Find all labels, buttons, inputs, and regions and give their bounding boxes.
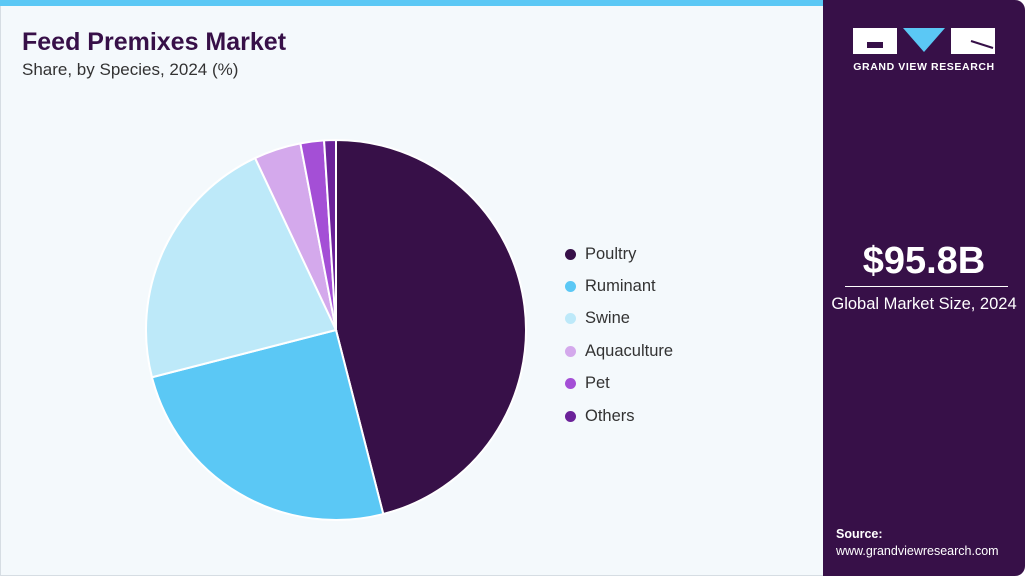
legend-swatch <box>565 378 576 390</box>
accent-bar <box>0 0 823 6</box>
legend-label: Ruminant <box>585 277 656 296</box>
legend-item-pet: Pet <box>565 368 673 400</box>
legend: Poultry Ruminant Swine Aquaculture Pet Others <box>565 238 673 432</box>
grand-view-research-logo <box>853 28 995 54</box>
logo-text: GRAND VIEW RESEARCH <box>853 61 995 73</box>
legend-item-poultry: Poultry <box>565 238 673 270</box>
legend-label: Poultry <box>585 244 637 263</box>
pie-slice-ruminant <box>150 328 385 521</box>
chart-subtitle: Share, by Species, 2024 (%) <box>22 60 239 79</box>
source: Source: www.grandviewresearch.com <box>836 526 999 560</box>
legend-item-aquaculture: Aquaculture <box>565 335 673 367</box>
market-size-value: $95.8B <box>862 240 986 282</box>
pie-slice-others <box>323 138 337 331</box>
pie-slice-swine <box>145 156 338 379</box>
pie-chart <box>145 138 527 521</box>
legend-label: Others <box>585 406 635 425</box>
legend-item-swine: Swine <box>565 303 673 335</box>
legend-swatch <box>565 345 576 357</box>
legend-swatch <box>565 248 576 260</box>
legend-swatch <box>565 281 576 293</box>
legend-swatch <box>565 313 576 325</box>
market-size-label: Global Market Size, 2024 <box>831 295 1017 313</box>
source-url[interactable]: www.grandviewresearch.com <box>836 544 999 558</box>
legend-item-ruminant: Ruminant <box>565 270 673 302</box>
chart-title: Feed Premixes Market <box>22 28 287 56</box>
legend-item-others: Others <box>565 400 673 432</box>
legend-label: Pet <box>585 374 610 393</box>
source-label: Source: <box>836 527 883 541</box>
legend-label: Aquaculture <box>585 341 674 360</box>
pie-slice-poultry <box>335 138 527 516</box>
legend-swatch <box>565 410 576 422</box>
legend-label: Swine <box>585 309 630 328</box>
info-panel: GRAND VIEW RESEARCH $95.8B Global Market… <box>823 0 1025 576</box>
divider <box>845 286 1008 287</box>
